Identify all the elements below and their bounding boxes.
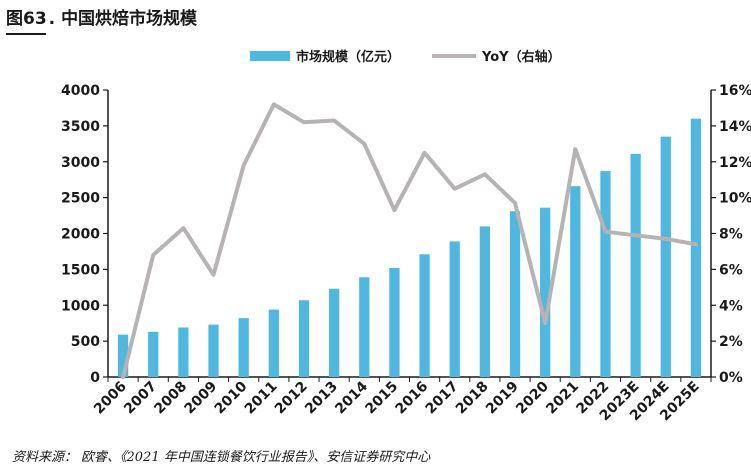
bar [509, 211, 521, 377]
x-tick-label: 2014 [332, 378, 371, 417]
y-right-tick-label: 0% [719, 370, 743, 386]
yoy-point [664, 237, 668, 241]
bar [268, 309, 279, 377]
yoy-line [121, 102, 698, 379]
yoy-point [573, 147, 577, 151]
yoy-point [392, 208, 396, 212]
bar-line-chart: 市场规模（亿元） YoY（右轴） 0 500 1000 1500 2000 2500 3000 3… [61, 49, 751, 424]
yoy-point [242, 163, 246, 167]
bar [208, 324, 219, 377]
yoy-point [272, 102, 276, 106]
figure-label: 图63 [6, 9, 47, 29]
bar [540, 207, 551, 377]
source-label: 资料来源： [12, 450, 78, 465]
bar [238, 318, 249, 377]
x-tick-label: 2018 [453, 379, 492, 418]
x-tick-label: 2011 [242, 379, 281, 418]
x-tick-label: 2009 [181, 379, 220, 418]
x-tick-label: 2019 [483, 379, 522, 418]
y-left-tick-label: 3500 [61, 119, 100, 135]
y-left-tick-label: 0 [90, 370, 100, 386]
bar [359, 277, 370, 377]
yoy-point [121, 375, 125, 379]
x-tick-label: 2017 [423, 379, 462, 418]
bar [690, 118, 702, 377]
yoy-point [634, 233, 638, 237]
y-left-tick-label: 3000 [61, 155, 100, 171]
y-right-tick-label: 2% [719, 334, 743, 350]
source-note: 资料来源： 欧睿、《2021 年中国连锁餐饮行业报告》、安信证券研究中心 [12, 446, 434, 465]
y-right-tick-label: 6% [719, 262, 743, 278]
y-right-tick-label: 4% [719, 298, 743, 314]
x-tick-label: 2007 [121, 379, 160, 418]
x-tick-label: 2015 [362, 379, 401, 418]
bar [148, 331, 159, 377]
y-left-tick-label: 4000 [61, 83, 100, 99]
y-right-tick-label: 8% [719, 227, 743, 243]
x-tick-label: 2016 [393, 379, 432, 418]
x-tick-label: 2010 [212, 378, 251, 417]
y-right-tick-label: 16% [719, 83, 751, 99]
figure-title-text: 中国烘焙市场规模 [61, 9, 198, 29]
source-text: 欧睿、《2021 年中国连锁餐饮行业报告》、安信证券研究中心 [81, 450, 431, 465]
yoy-point [181, 226, 185, 230]
yoy-point [694, 242, 698, 246]
x-tick-label: 2008 [151, 379, 190, 418]
bar [600, 171, 611, 377]
yoy-point [423, 151, 427, 155]
yoy-point [362, 142, 366, 146]
x-tick-label: 2020 [513, 378, 552, 417]
yoy-point [212, 273, 216, 277]
bar [479, 226, 491, 377]
bar [449, 241, 460, 377]
y-left-tick-label: 2500 [61, 191, 100, 207]
y-left-tick-label: 2000 [61, 227, 100, 243]
bar [328, 288, 340, 377]
bar [389, 267, 400, 377]
y-left-tick-label: 1000 [61, 298, 100, 314]
x-tick-label: 2021 [543, 379, 582, 418]
legend-bar-label: 市场规模（亿元） [296, 49, 400, 65]
bar [570, 186, 581, 377]
yoy-point [513, 201, 517, 205]
y-right-tick-label: 14% [719, 119, 751, 135]
x-tick-label: 2013 [302, 379, 341, 418]
bar [660, 136, 671, 377]
bar [117, 334, 129, 377]
yoy-point [302, 120, 306, 124]
yoy-point [453, 187, 457, 191]
bar [178, 327, 189, 377]
legend-line-label: YoY（右轴） [481, 49, 561, 65]
figure-title: 图63. 中国烘焙市场规模 [6, 4, 197, 35]
yoy-point [483, 172, 487, 176]
bar [419, 254, 430, 377]
y-left-tick-label: 1500 [61, 262, 100, 278]
bar [298, 300, 310, 377]
yoy-point [332, 118, 336, 122]
yoy-point [543, 321, 547, 325]
x-tick-label: 2012 [272, 379, 311, 418]
y-left-tick-label: 500 [71, 334, 100, 350]
bar [630, 153, 641, 377]
y-right-tick-label: 12% [719, 155, 751, 171]
yoy-point [603, 230, 607, 234]
yoy-point [151, 253, 155, 257]
legend-bar-swatch [250, 51, 290, 61]
y-right-tick-label: 10% [719, 191, 751, 207]
